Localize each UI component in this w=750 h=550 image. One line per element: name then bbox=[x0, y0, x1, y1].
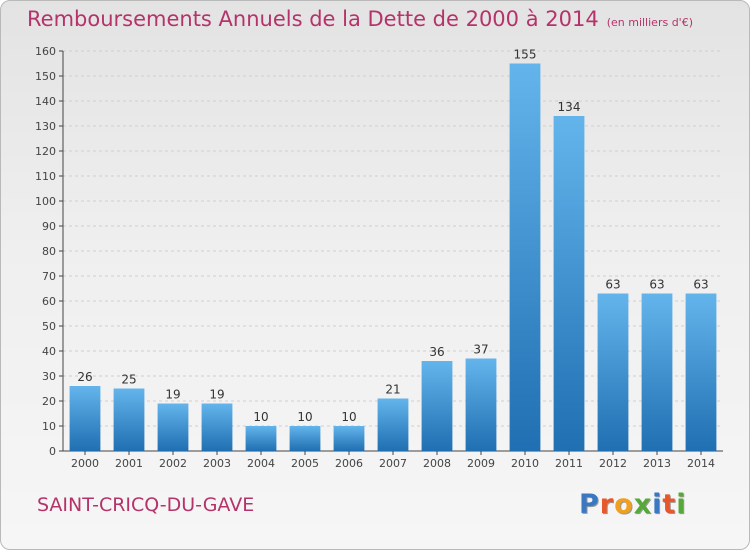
bars bbox=[69, 63, 717, 451]
x-tick-label: 2003 bbox=[203, 457, 231, 470]
y-tick-label: 140 bbox=[35, 95, 56, 108]
bar bbox=[553, 116, 585, 451]
bar bbox=[289, 426, 321, 451]
x-tick-label: 2011 bbox=[555, 457, 583, 470]
proxiti-logo: Proxiti bbox=[579, 489, 687, 520]
y-tick-label: 90 bbox=[42, 220, 56, 233]
data-label: 19 bbox=[209, 388, 224, 402]
commune-name: SAINT-CRICQ-DU-GAVE bbox=[37, 494, 255, 516]
bar bbox=[597, 293, 629, 451]
logo-letter: t bbox=[662, 489, 677, 520]
x-tick-label: 2002 bbox=[159, 457, 187, 470]
data-label: 19 bbox=[165, 388, 180, 402]
chart-subtitle: (en milliers d'€) bbox=[606, 16, 693, 29]
x-tick-label: 2014 bbox=[687, 457, 715, 470]
logo-letter: i bbox=[652, 489, 663, 520]
x-tick-label: 2012 bbox=[599, 457, 627, 470]
data-label: 10 bbox=[297, 410, 312, 424]
y-tick-label: 50 bbox=[42, 320, 56, 333]
x-tick-label: 2007 bbox=[379, 457, 407, 470]
x-tick-label: 2004 bbox=[247, 457, 275, 470]
logo-letter: r bbox=[599, 489, 615, 520]
y-tick-label: 110 bbox=[35, 170, 56, 183]
x-tick-label: 2008 bbox=[423, 457, 451, 470]
data-label: 134 bbox=[558, 100, 581, 114]
bar bbox=[685, 293, 717, 451]
bar bbox=[377, 398, 409, 451]
bar bbox=[157, 403, 189, 451]
x-tick-label: 2005 bbox=[291, 457, 319, 470]
y-tick-label: 70 bbox=[42, 270, 56, 283]
bar bbox=[333, 426, 365, 451]
bar bbox=[465, 358, 497, 451]
y-tick-label: 120 bbox=[35, 145, 56, 158]
data-label: 63 bbox=[693, 278, 708, 292]
x-tick-label: 2006 bbox=[335, 457, 363, 470]
data-label: 155 bbox=[514, 48, 537, 62]
y-tick-label: 30 bbox=[42, 370, 56, 383]
y-tick-label: 80 bbox=[42, 245, 56, 258]
data-label: 25 bbox=[121, 373, 136, 387]
data-label: 63 bbox=[605, 278, 620, 292]
bar bbox=[201, 403, 233, 451]
y-tick-label: 160 bbox=[35, 45, 56, 58]
bar bbox=[113, 388, 145, 451]
data-label: 63 bbox=[649, 278, 664, 292]
y-tick-label: 100 bbox=[35, 195, 56, 208]
data-label: 36 bbox=[429, 345, 444, 359]
x-tick-label: 2013 bbox=[643, 457, 671, 470]
chart-title: Remboursements Annuels de la Dette de 20… bbox=[27, 7, 693, 31]
bar bbox=[421, 361, 453, 451]
y-tick-label: 60 bbox=[42, 295, 56, 308]
y-tick-label: 150 bbox=[35, 70, 56, 83]
y-tick-label: 130 bbox=[35, 120, 56, 133]
logo-letter: o bbox=[614, 489, 634, 520]
data-label: 21 bbox=[385, 383, 400, 397]
data-label: 10 bbox=[341, 410, 356, 424]
x-tick-label: 2001 bbox=[115, 457, 143, 470]
data-label: 37 bbox=[473, 343, 488, 357]
y-tick-label: 10 bbox=[42, 420, 56, 433]
bar bbox=[69, 386, 101, 451]
y-tick-label: 20 bbox=[42, 395, 56, 408]
bar bbox=[509, 63, 541, 451]
x-tick-label: 2000 bbox=[71, 457, 99, 470]
data-label: 26 bbox=[77, 370, 92, 384]
bar bbox=[245, 426, 277, 451]
logo-letter: i bbox=[676, 489, 687, 520]
bar bbox=[641, 293, 673, 451]
x-tick-label: 2009 bbox=[467, 457, 495, 470]
data-label: 10 bbox=[253, 410, 268, 424]
chart-title-text: Remboursements Annuels de la Dette de 20… bbox=[27, 7, 599, 31]
y-tick-label: 0 bbox=[49, 445, 56, 458]
labels: 0 10 20 30 40 50 60 70 80 90 100 110 120 130 140 150 160… bbox=[35, 45, 715, 470]
y-tick-label: 40 bbox=[42, 345, 56, 358]
logo-letter: P bbox=[579, 489, 600, 520]
logo-letter: x bbox=[633, 489, 653, 520]
x-tick-label: 2010 bbox=[511, 457, 539, 470]
